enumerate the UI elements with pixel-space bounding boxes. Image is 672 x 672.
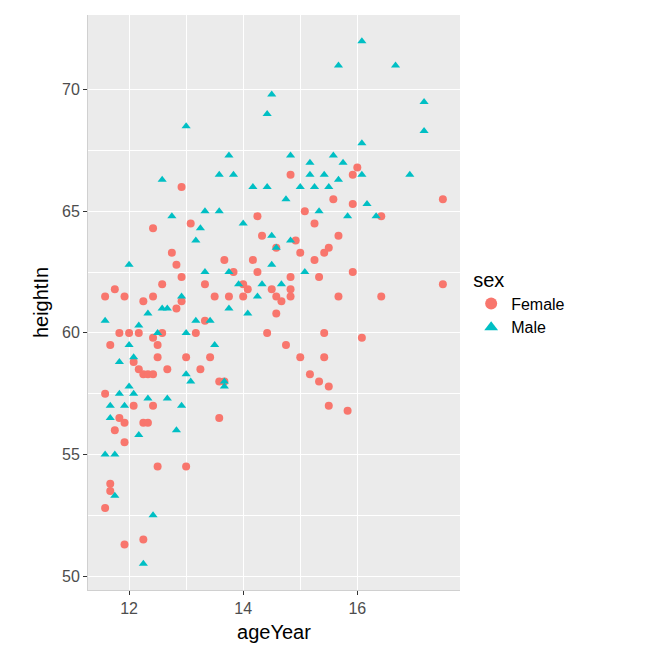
svg-text:sex: sex (473, 269, 504, 291)
svg-text:55: 55 (62, 446, 80, 463)
svg-text:ageYear: ageYear (237, 621, 311, 643)
svg-text:60: 60 (62, 324, 80, 341)
svg-text:50: 50 (62, 568, 80, 585)
svg-text:70: 70 (62, 81, 80, 98)
svg-text:14: 14 (234, 600, 252, 617)
svg-text:Male: Male (511, 319, 546, 336)
svg-text:Female: Female (511, 296, 564, 313)
svg-text:12: 12 (120, 600, 138, 617)
svg-text:16: 16 (348, 600, 366, 617)
svg-text:65: 65 (62, 203, 80, 220)
svg-text:heightIn: heightIn (30, 267, 52, 338)
